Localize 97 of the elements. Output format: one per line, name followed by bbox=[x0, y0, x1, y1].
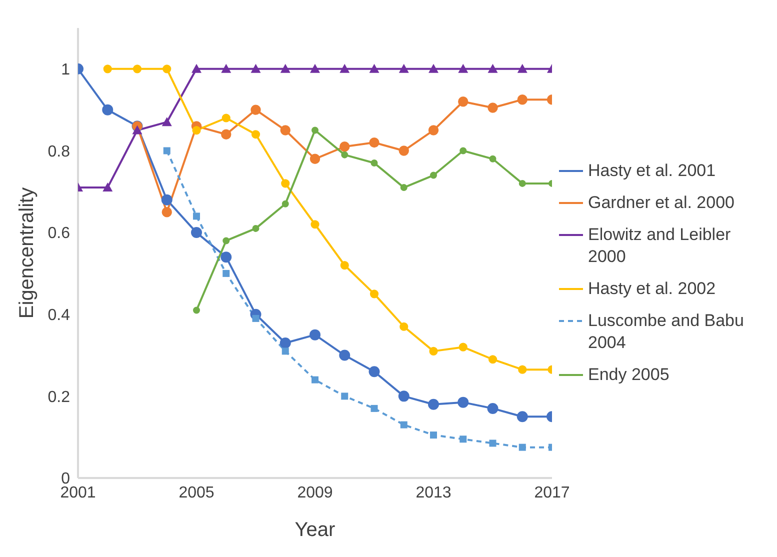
point bbox=[340, 64, 350, 73]
y-axis-title: Eigencentrality bbox=[16, 187, 38, 319]
y-tick-label: 0.6 bbox=[48, 225, 70, 242]
legend-label: Gardner et al. 2000 bbox=[588, 192, 734, 214]
x-tick-label: 2009 bbox=[297, 484, 333, 502]
point bbox=[341, 151, 348, 158]
point bbox=[310, 220, 320, 229]
point bbox=[369, 64, 380, 73]
point bbox=[102, 182, 113, 192]
point bbox=[192, 126, 201, 135]
point bbox=[398, 390, 410, 402]
point bbox=[162, 64, 172, 74]
point bbox=[310, 64, 320, 73]
point bbox=[250, 104, 261, 115]
point bbox=[220, 252, 232, 263]
point bbox=[280, 338, 291, 348]
point bbox=[400, 184, 408, 192]
point bbox=[458, 342, 468, 352]
point bbox=[458, 96, 468, 107]
point bbox=[341, 392, 348, 400]
point bbox=[252, 314, 260, 322]
x-tick-label: 2005 bbox=[178, 484, 214, 502]
point bbox=[193, 212, 200, 220]
point bbox=[518, 180, 526, 187]
point bbox=[251, 130, 260, 139]
point bbox=[193, 306, 200, 314]
legend-label: Hasty et al. 2002 bbox=[588, 278, 716, 300]
point bbox=[458, 396, 469, 408]
point bbox=[430, 172, 437, 179]
point bbox=[161, 194, 172, 206]
point bbox=[280, 64, 290, 73]
point bbox=[162, 117, 172, 126]
x-axis-title: Year bbox=[294, 519, 336, 541]
point bbox=[340, 260, 349, 270]
point bbox=[310, 154, 320, 164]
point bbox=[222, 237, 230, 244]
point bbox=[221, 129, 232, 140]
point bbox=[487, 402, 498, 414]
point bbox=[489, 440, 496, 447]
point bbox=[102, 104, 114, 116]
point bbox=[428, 125, 439, 136]
point bbox=[222, 270, 230, 277]
legend-label: Hasty et al. 2001 bbox=[588, 160, 716, 182]
y-tick-label: 0.4 bbox=[48, 307, 70, 324]
x-tick-label: 2017 bbox=[534, 484, 570, 502]
point bbox=[400, 421, 408, 428]
point bbox=[400, 322, 408, 331]
point bbox=[221, 64, 232, 73]
point bbox=[252, 224, 260, 232]
point bbox=[458, 64, 468, 73]
legend-label: Luscombe and Babu 2004 bbox=[588, 310, 745, 354]
point bbox=[312, 126, 318, 134]
point bbox=[488, 64, 498, 73]
point bbox=[340, 142, 350, 152]
point bbox=[312, 376, 318, 384]
point bbox=[488, 102, 498, 113]
point bbox=[398, 146, 409, 156]
point bbox=[103, 64, 112, 74]
point bbox=[518, 444, 526, 451]
point bbox=[516, 411, 528, 422]
x-tick-label: 2013 bbox=[416, 484, 452, 502]
point bbox=[191, 227, 202, 238]
point bbox=[132, 125, 142, 134]
point bbox=[250, 64, 261, 73]
point bbox=[428, 64, 438, 73]
legend-label: Elowitz and Leibler 2000 bbox=[588, 224, 732, 268]
point bbox=[281, 179, 290, 188]
point bbox=[162, 206, 172, 218]
point bbox=[489, 155, 496, 162]
point bbox=[163, 147, 170, 154]
point bbox=[518, 365, 527, 374]
y-tick-label: 0.8 bbox=[48, 143, 70, 160]
point bbox=[310, 329, 320, 340]
point bbox=[517, 94, 528, 105]
point bbox=[370, 290, 379, 298]
point bbox=[429, 346, 438, 356]
point bbox=[282, 200, 289, 208]
point bbox=[282, 348, 289, 355]
point bbox=[428, 398, 439, 410]
point bbox=[222, 114, 230, 122]
point bbox=[368, 366, 380, 378]
point bbox=[339, 350, 350, 361]
point bbox=[488, 355, 498, 364]
legend-label: Endy 2005 bbox=[588, 364, 670, 386]
point bbox=[370, 404, 378, 412]
point bbox=[132, 64, 142, 74]
point bbox=[370, 160, 378, 166]
point bbox=[517, 64, 528, 73]
point bbox=[430, 432, 437, 439]
point bbox=[460, 436, 467, 443]
y-tick-label: 1 bbox=[61, 62, 70, 79]
point bbox=[460, 147, 467, 154]
y-tick-label: 0.2 bbox=[48, 388, 70, 406]
point bbox=[369, 137, 380, 148]
point bbox=[398, 64, 409, 73]
point bbox=[192, 64, 202, 73]
point bbox=[280, 125, 290, 136]
